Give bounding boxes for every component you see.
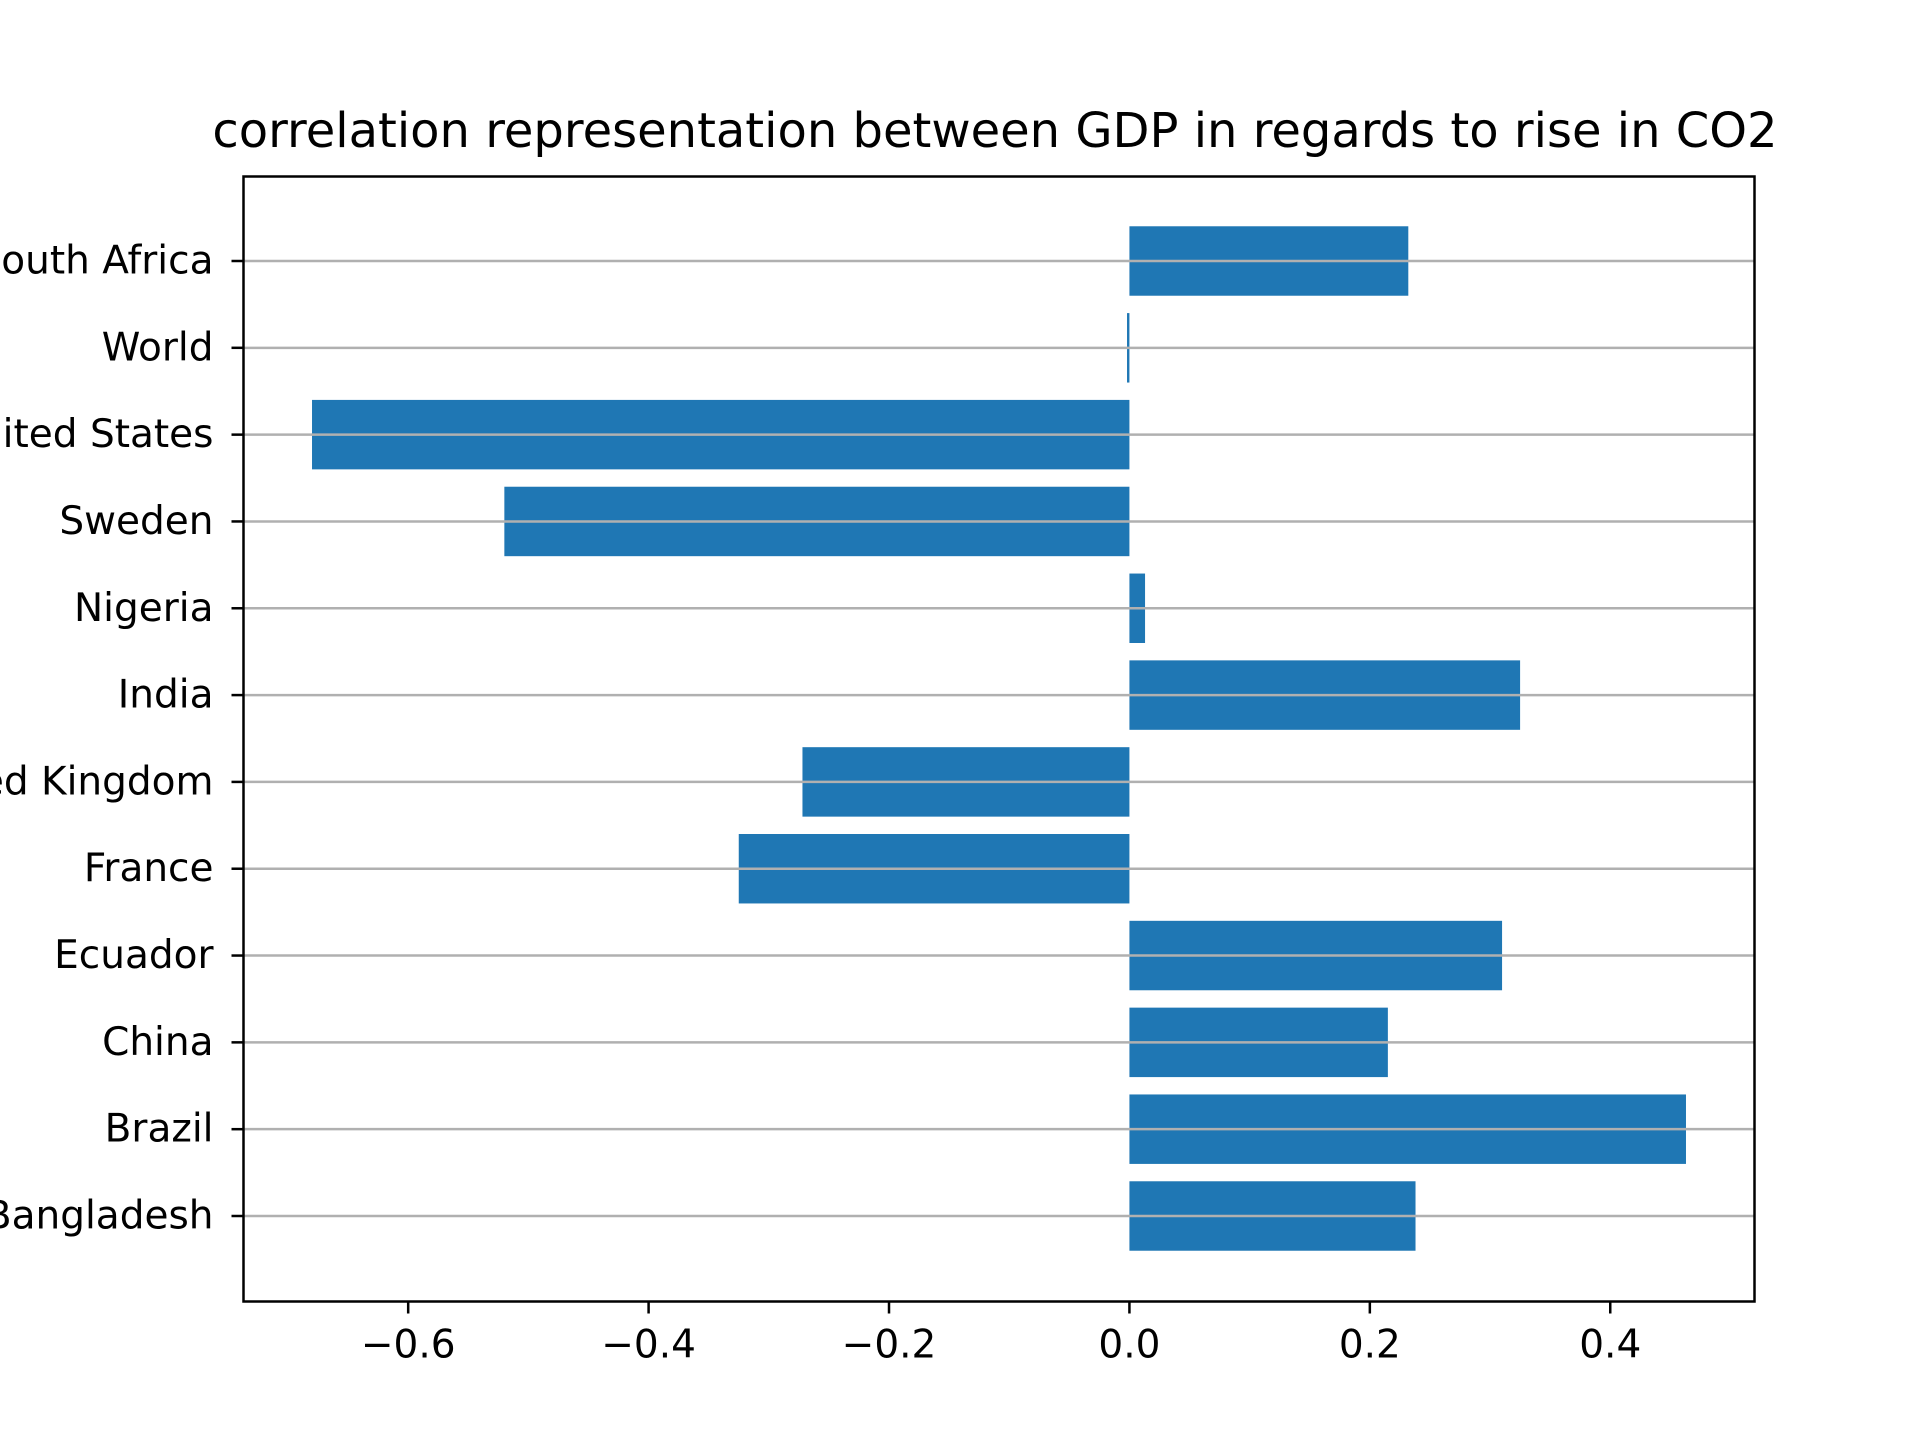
y-tick-label: United States [0, 412, 214, 457]
y-axis: South Africa World United States Sweden Nige… [0, 239, 244, 1239]
plot-frame [242, 175, 1756, 1303]
y-tick-label: China [102, 1020, 213, 1065]
chart-title: correlation representation between GDP i… [212, 103, 1777, 159]
y-tick-label: India [118, 673, 214, 718]
y-tick-label: Nigeria [74, 586, 214, 631]
x-tick-label: 0.2 [1339, 1323, 1401, 1368]
y-tick-label: World [102, 325, 214, 370]
y-tick-label: Sweden [59, 499, 213, 544]
y-tick-label: South Africa [0, 239, 214, 284]
bars [312, 226, 1686, 1251]
x-tick-label: −0.6 [361, 1323, 456, 1368]
y-tick-label: France [84, 846, 214, 891]
x-tick-label: −0.4 [601, 1323, 696, 1368]
x-tick-label: 0.4 [1579, 1323, 1641, 1368]
y-tick-label: Brazil [105, 1107, 214, 1152]
x-tick-label: −0.2 [842, 1323, 937, 1368]
x-tick-label: 0.0 [1098, 1323, 1160, 1368]
x-axis: −0.6 −0.4 −0.2 0.0 0.2 0.4 [361, 1301, 1641, 1368]
y-tick-label: Bangladesh [0, 1194, 214, 1239]
y-tick-label: Ecuador [54, 933, 214, 978]
grid-lines [243, 259, 1755, 1218]
y-tick-label: United Kingdom [0, 759, 214, 804]
